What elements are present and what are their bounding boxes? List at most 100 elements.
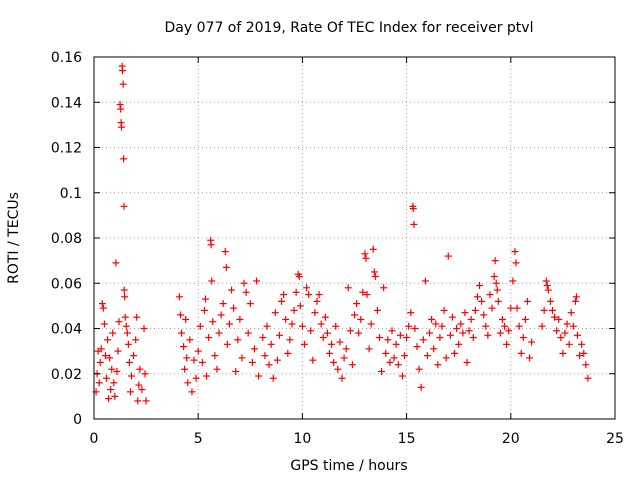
data-point (181, 365, 189, 373)
data-point (95, 379, 103, 387)
data-point (284, 349, 292, 357)
data-point (207, 241, 215, 249)
grid-lines (94, 57, 615, 419)
data-point (380, 284, 388, 292)
data-point (305, 291, 313, 299)
data-point (248, 358, 256, 366)
data-point (453, 325, 461, 332)
data-point (222, 263, 230, 271)
data-point (121, 293, 129, 301)
data-point (119, 80, 127, 88)
y-tick-label: 0.08 (51, 231, 82, 247)
data-point (394, 361, 402, 369)
data-point (362, 254, 370, 262)
data-point (440, 306, 448, 314)
data-point (357, 315, 365, 323)
x-tick-label: 0 (90, 431, 99, 447)
data-point (567, 309, 575, 317)
data-point (263, 322, 271, 330)
data-point (523, 297, 531, 305)
data-point (97, 345, 105, 353)
data-point (296, 302, 304, 310)
data-point (188, 388, 196, 396)
data-point (576, 352, 584, 360)
data-point (438, 322, 446, 330)
data-point (469, 334, 477, 342)
data-point (473, 293, 481, 301)
data-point (503, 340, 511, 348)
data-point (120, 202, 128, 210)
data-point (382, 349, 390, 357)
data-point (396, 331, 404, 339)
data-point (580, 349, 588, 357)
data-point (242, 288, 250, 296)
data-point (295, 272, 303, 280)
data-point (359, 288, 367, 296)
data-point (111, 392, 119, 400)
data-point (488, 304, 496, 312)
data-point (292, 288, 300, 296)
data-point (309, 356, 317, 364)
data-point (573, 331, 581, 339)
data-point (367, 320, 375, 328)
data-point (388, 327, 396, 335)
data-point (336, 338, 344, 346)
data-point (521, 315, 529, 323)
data-point (321, 313, 329, 321)
data-point (136, 365, 144, 373)
data-point (512, 259, 520, 267)
data-point (124, 340, 132, 348)
data-point (140, 325, 148, 332)
data-point (238, 354, 246, 362)
data-point (496, 329, 504, 337)
data-point (344, 284, 352, 292)
data-point (403, 334, 411, 342)
data-point (526, 354, 534, 362)
data-point (225, 320, 233, 328)
x-axis-label: GPS time / hours (290, 458, 407, 474)
data-point (370, 268, 378, 276)
data-point (417, 383, 425, 391)
data-point (192, 374, 200, 382)
data-point (286, 336, 294, 344)
data-point (582, 361, 590, 369)
data-point (122, 322, 130, 330)
data-point (373, 306, 381, 314)
data-point (278, 297, 286, 305)
data-point (307, 327, 315, 335)
data-point (133, 313, 141, 321)
data-point (423, 352, 431, 360)
data-point (561, 329, 569, 337)
data-point (184, 379, 192, 387)
data-point (498, 315, 506, 323)
data-point (303, 284, 311, 292)
data-point (413, 343, 421, 351)
data-point (363, 291, 371, 299)
data-point (288, 320, 296, 328)
chart-title: Day 077 of 2019, Rate Of TEC Index for r… (165, 20, 534, 36)
data-point (432, 320, 440, 328)
data-point (201, 295, 209, 303)
y-tick-labels: 0 0.02 0.04 0.06 0.08 0.1 0.12 0.14 0.16 (51, 50, 82, 428)
data-point (232, 367, 240, 375)
data-point (265, 361, 273, 369)
data-point (317, 320, 325, 328)
data-point (255, 372, 263, 380)
data-point (572, 293, 580, 301)
data-point (319, 334, 327, 342)
data-point (230, 304, 238, 312)
data-point (240, 279, 248, 287)
data-point (290, 306, 298, 314)
data-point (315, 291, 323, 299)
data-point (436, 334, 444, 342)
data-point (142, 397, 150, 405)
data-point (132, 336, 140, 344)
data-point (353, 300, 361, 308)
data-point (365, 345, 373, 353)
data-point (112, 259, 120, 267)
data-point (398, 372, 406, 380)
x-tick-labels: 0 5 10 15 20 25 (90, 431, 624, 447)
data-point (101, 352, 109, 360)
data-point (138, 386, 146, 394)
